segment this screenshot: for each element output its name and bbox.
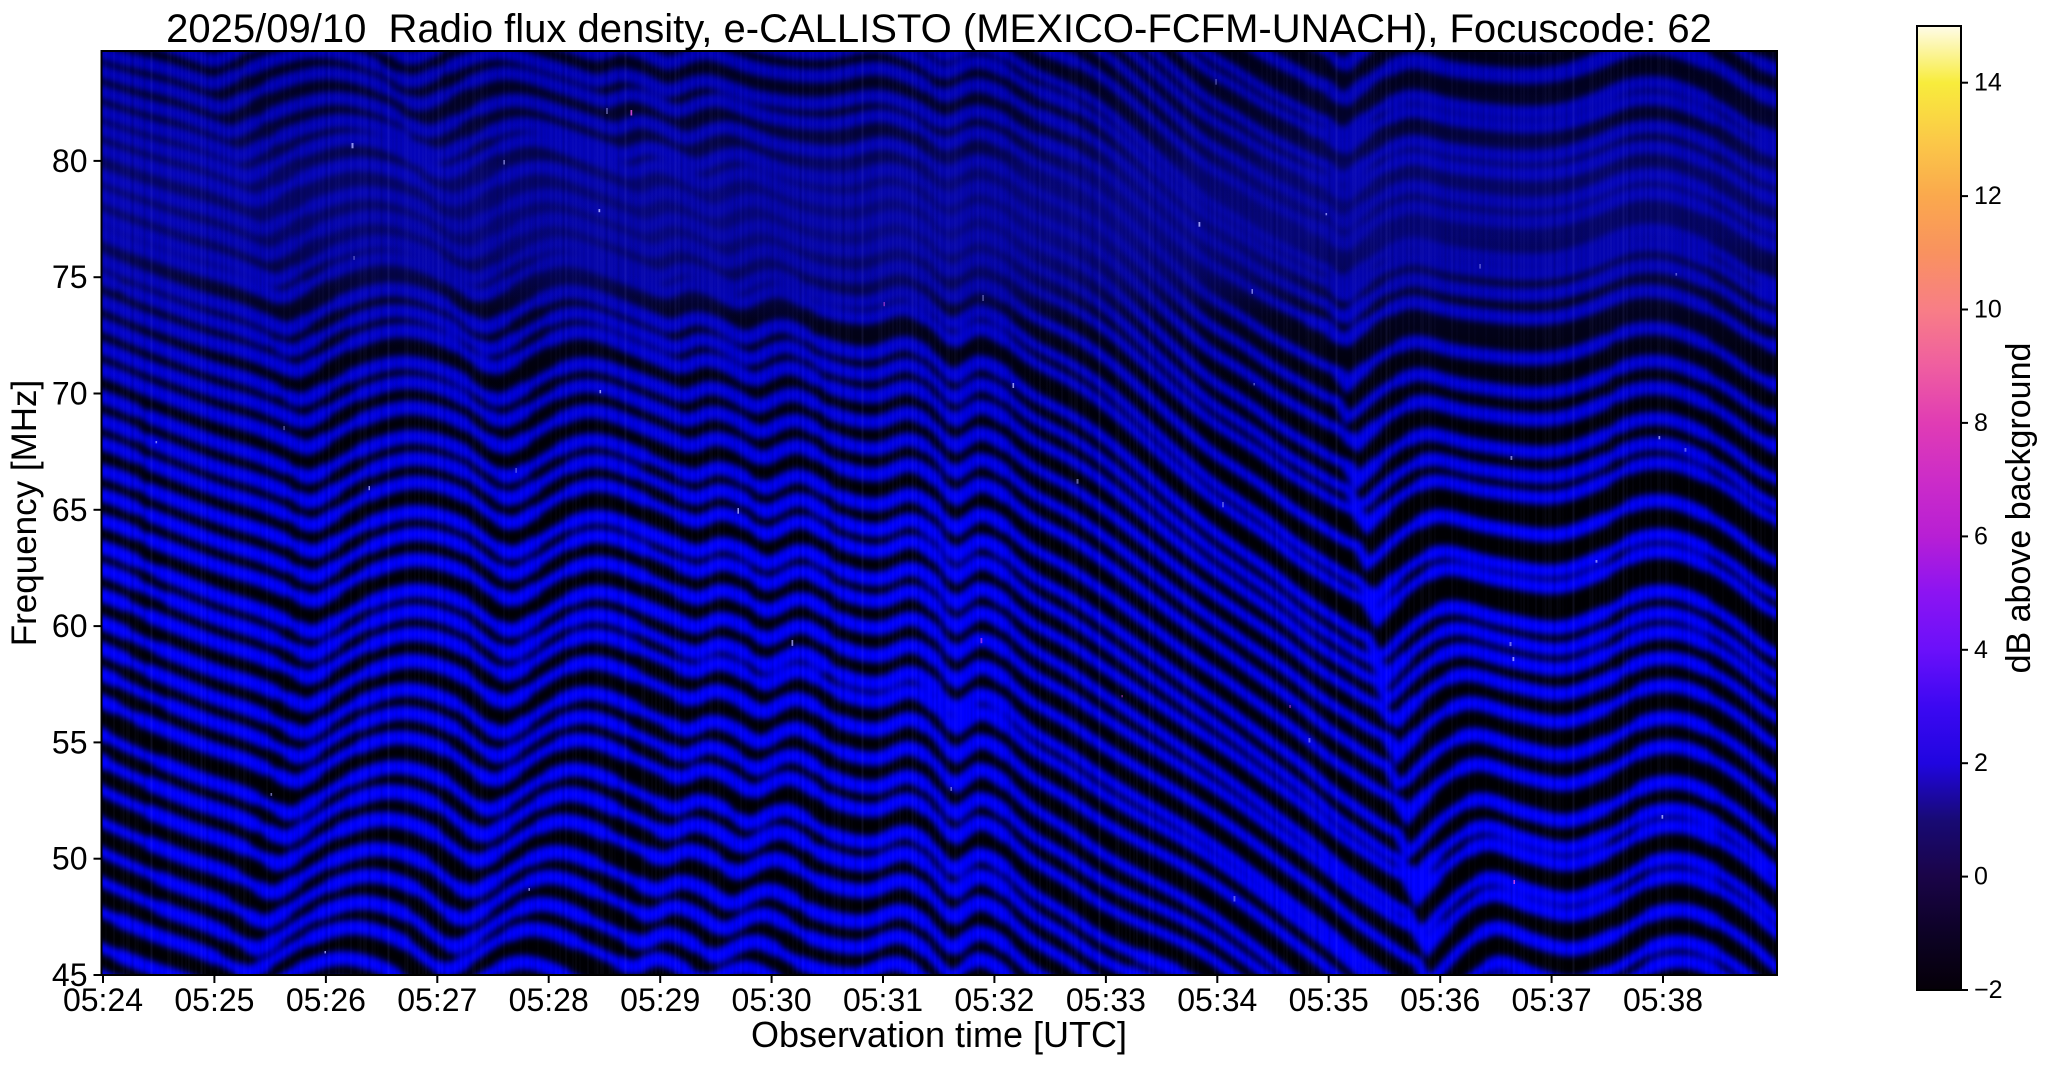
svg-text:dB above background: dB above background xyxy=(2000,343,2038,674)
svg-text:05:35: 05:35 xyxy=(1289,982,1369,1018)
svg-text:8: 8 xyxy=(1974,409,1988,437)
svg-text:55: 55 xyxy=(52,724,88,760)
svg-text:80: 80 xyxy=(52,143,88,179)
svg-text:50: 50 xyxy=(52,841,88,877)
svg-text:45: 45 xyxy=(52,957,88,993)
svg-text:05:37: 05:37 xyxy=(1512,982,1592,1018)
svg-text:05:29: 05:29 xyxy=(620,982,700,1018)
svg-text:−2: −2 xyxy=(1974,976,2003,1004)
svg-text:05:36: 05:36 xyxy=(1400,982,1480,1018)
svg-text:2025/09/10 Radio flux density: 2025/09/10 Radio flux density, e-CALLIST… xyxy=(166,7,1712,51)
svg-text:0: 0 xyxy=(1974,863,1988,891)
svg-text:65: 65 xyxy=(52,492,88,528)
svg-text:4: 4 xyxy=(1974,636,1988,664)
svg-text:05:27: 05:27 xyxy=(397,982,477,1018)
svg-text:6: 6 xyxy=(1974,522,1988,550)
svg-text:60: 60 xyxy=(52,608,88,644)
svg-text:05:25: 05:25 xyxy=(174,982,254,1018)
svg-text:05:30: 05:30 xyxy=(732,982,812,1018)
svg-text:Frequency [MHz]: Frequency [MHz] xyxy=(5,380,44,646)
svg-text:Observation time [UTC]: Observation time [UTC] xyxy=(751,1014,1127,1055)
svg-text:05:34: 05:34 xyxy=(1177,982,1257,1018)
svg-text:12: 12 xyxy=(1974,182,2002,210)
svg-text:75: 75 xyxy=(52,259,88,295)
svg-text:05:31: 05:31 xyxy=(843,982,923,1018)
svg-text:05:26: 05:26 xyxy=(286,982,366,1018)
svg-text:05:38: 05:38 xyxy=(1623,982,1703,1018)
svg-text:70: 70 xyxy=(52,376,88,412)
svg-text:2: 2 xyxy=(1974,749,1988,777)
svg-text:05:28: 05:28 xyxy=(509,982,589,1018)
svg-text:05:32: 05:32 xyxy=(954,982,1034,1018)
svg-text:05:24: 05:24 xyxy=(63,982,143,1018)
svg-text:14: 14 xyxy=(1974,69,2002,97)
svg-text:05:33: 05:33 xyxy=(1066,982,1146,1018)
svg-text:10: 10 xyxy=(1974,296,2002,324)
